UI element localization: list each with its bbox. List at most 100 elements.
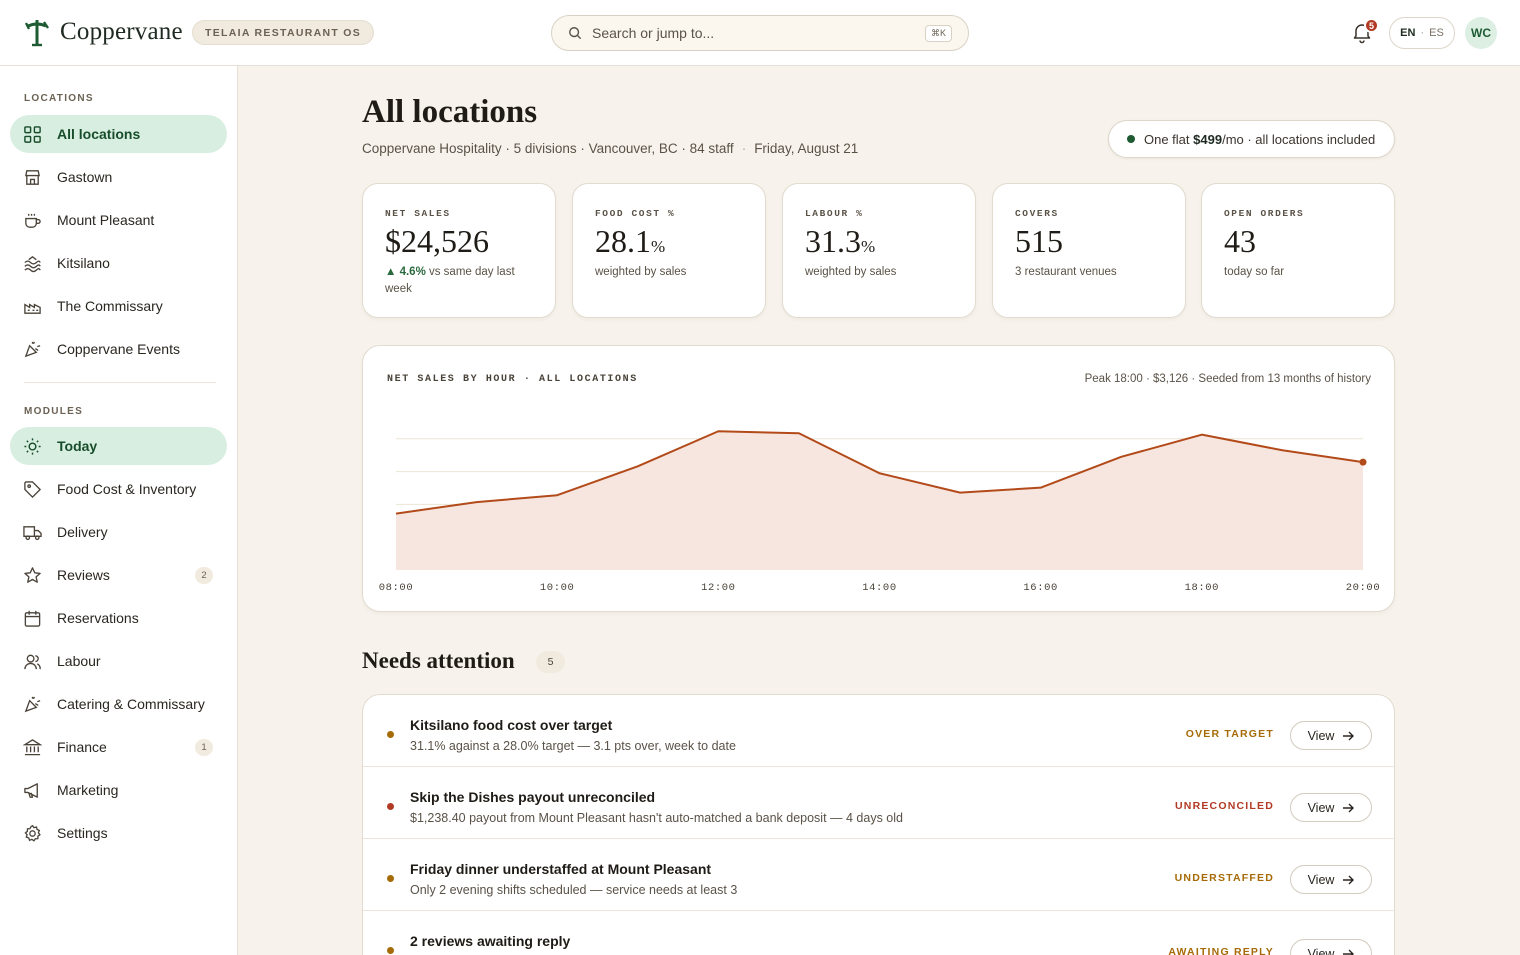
view-button[interactable]: View <box>1290 721 1372 750</box>
search-input[interactable] <box>592 25 915 41</box>
calendar-icon <box>24 610 41 627</box>
attention-item-title: 2 reviews awaiting reply <box>410 933 571 949</box>
kpi-subtext: weighted by sales <box>805 266 897 278</box>
kpi-value: 28.1% <box>595 223 666 259</box>
needs-attention-count: 5 <box>536 651 565 673</box>
lang-es[interactable]: ES <box>1429 27 1444 39</box>
chart-series-line <box>395 430 1364 515</box>
page-title: All locations <box>362 94 538 130</box>
sidebar-item-mount-pleasant[interactable]: Mount Pleasant <box>10 201 227 239</box>
sidebar-item-delivery[interactable]: Delivery <box>10 513 227 551</box>
chart-x-tick-label: 20:00 <box>1346 582 1381 594</box>
bank-icon <box>23 738 42 755</box>
kpi-subtext: 3 restaurant venues <box>1015 266 1117 278</box>
party-popper-icon <box>24 341 41 357</box>
kpi-card-labour[interactable]: LABOUR % 31.3% weighted by sales <box>782 183 976 318</box>
attention-item-title: Skip the Dishes payout unreconciled <box>410 789 656 805</box>
sidebar-item-catering[interactable]: Catering & Commissary <box>10 685 227 723</box>
view-button[interactable]: View <box>1290 865 1372 894</box>
chart-meta: Peak 18:00 · $3,126 · Seeded from 13 mon… <box>1084 373 1371 385</box>
sidebar-item-label: Food Cost & Inventory <box>57 481 197 497</box>
sidebar-item-all-locations[interactable]: All locations <box>10 115 227 153</box>
sidebar-item-reservations[interactable]: Reservations <box>10 599 227 637</box>
product-tag: TELAIA RESTAURANT OS <box>192 20 375 45</box>
sidebar: LOCATIONS All locations Gastown Mount Pl… <box>0 66 238 955</box>
user-avatar[interactable]: WC <box>1465 17 1497 49</box>
lang-en[interactable]: EN <box>1400 27 1416 39</box>
severity-dot <box>387 947 394 954</box>
attention-item-desc: Only 2 evening shifts scheduled — servic… <box>410 883 738 897</box>
needs-attention-title: Needs attention <box>362 648 515 673</box>
kpi-subtext: weighted by sales <box>595 266 687 278</box>
attention-item-title: Friday dinner understaffed at Mount Plea… <box>410 861 712 877</box>
view-button[interactable]: View <box>1290 939 1372 955</box>
gear-icon <box>24 824 41 842</box>
kpi-value: 43 <box>1224 223 1256 259</box>
logo-mark-icon <box>24 20 49 47</box>
sidebar-item-coppervane-events[interactable]: Coppervane Events <box>10 330 227 368</box>
view-button[interactable]: View <box>1290 793 1372 822</box>
sidebar-item-today[interactable]: Today <box>10 427 227 465</box>
attention-item-desc: $1,238.40 payout from Mount Pleasant has… <box>410 811 903 825</box>
kpi-card-open-orders[interactable]: OPEN ORDERS 43 today so far <box>1201 183 1395 318</box>
kpi-label: LABOUR % <box>805 208 864 219</box>
sidebar-item-label: Kitsilano <box>57 255 110 271</box>
sales-chart-card: 08:00 10:00 12:00 14:00 16:00 18:00 20:00 NET … <box>362 345 1395 612</box>
status-badge: UNRECONCILED <box>1175 800 1274 812</box>
chart-area <box>396 431 1363 570</box>
users-icon <box>24 654 41 669</box>
chart-title: NET SALES BY HOUR · ALL LOCATIONS <box>387 374 638 385</box>
chart-x-tick-label: 14:00 <box>862 582 897 594</box>
sidebar-item-labour[interactable]: Labour <box>10 642 227 680</box>
needs-attention-list: Kitsilano food cost over target 31.1% ag… <box>362 694 1395 955</box>
severity-dot <box>387 803 394 810</box>
top-bar: Coppervane TELAIA RESTAURANT OS ⌘K 5 EN … <box>0 0 1520 66</box>
kpi-subtext: today so far <box>1224 266 1285 278</box>
sidebar-item-label: Reviews <box>57 567 110 583</box>
sidebar-item-label: All locations <box>57 126 141 142</box>
kpi-value: 515 <box>1015 223 1063 259</box>
reviews-count-badge: 2 <box>195 567 213 584</box>
grid-icon <box>24 125 41 143</box>
kpi-card-food-cost[interactable]: FOOD COST % 28.1% weighted by sales <box>572 183 766 318</box>
kpi-label: OPEN ORDERS <box>1224 208 1305 219</box>
attention-item[interactable]: Friday dinner understaffed at Mount Plea… <box>363 839 1394 911</box>
attention-item[interactable]: Kitsilano food cost over target 31.1% ag… <box>363 695 1394 767</box>
sidebar-item-settings[interactable]: Settings <box>10 814 227 852</box>
attention-item[interactable]: Skip the Dishes payout unreconciled $1,2… <box>363 767 1394 839</box>
status-badge: UNDERSTAFFED <box>1174 872 1274 884</box>
language-switcher[interactable]: EN · ES <box>1389 17 1455 49</box>
arrow-right-icon <box>1343 949 1355 955</box>
sidebar-item-kitsilano[interactable]: Kitsilano <box>10 244 227 282</box>
chart-x-tick-label: 18:00 <box>1185 582 1220 594</box>
sidebar-item-label: Reservations <box>57 610 139 626</box>
pricing-badge: One flat $499/mo · all locations include… <box>1108 120 1395 158</box>
kpi-card-covers[interactable]: COVERS 515 3 restaurant venues <box>992 183 1186 318</box>
kpi-value: 31.3% <box>805 223 876 259</box>
sidebar-item-label: The Commissary <box>57 298 163 314</box>
sidebar-item-finance[interactable]: Finance 1 <box>10 728 227 766</box>
notification-count-badge: 5 <box>1364 18 1379 33</box>
kpi-delta: ▲ 4.6% <box>385 266 426 278</box>
megaphone-icon <box>24 782 38 798</box>
sun-icon <box>24 437 41 455</box>
sidebar-item-the-commissary[interactable]: The Commissary <box>10 287 227 325</box>
waves-icon <box>24 255 41 272</box>
sidebar-item-reviews[interactable]: Reviews 2 <box>10 556 227 594</box>
sidebar-item-label: Settings <box>57 825 108 841</box>
attention-item-desc: 31.1% against a 28.0% target — 3.1 pts o… <box>410 739 736 753</box>
sidebar-item-gastown[interactable]: Gastown <box>10 158 227 196</box>
search-bar[interactable]: ⌘K <box>551 15 969 51</box>
kpi-card-net-sales[interactable]: NET SALES $24,526 ▲ 4.6% vs same day las… <box>362 183 556 318</box>
sidebar-item-marketing[interactable]: Marketing <box>10 771 227 809</box>
org-summary: Coppervane Hospitality · 5 divisions · V… <box>362 141 734 156</box>
tag-icon <box>24 480 42 498</box>
chart-x-tick-label: 12:00 <box>701 582 736 594</box>
sidebar-item-food-cost[interactable]: Food Cost & Inventory <box>10 470 227 508</box>
lang-separator: · <box>1420 27 1425 39</box>
app-logo[interactable]: Coppervane <box>24 17 183 47</box>
attention-item[interactable]: 2 reviews awaiting reply AWAITING REPLY … <box>363 911 1394 955</box>
sidebar-item-label: Delivery <box>57 524 108 540</box>
arrow-right-icon <box>1343 731 1355 740</box>
page-subtitle: Coppervane Hospitality · 5 divisions · V… <box>362 141 858 156</box>
